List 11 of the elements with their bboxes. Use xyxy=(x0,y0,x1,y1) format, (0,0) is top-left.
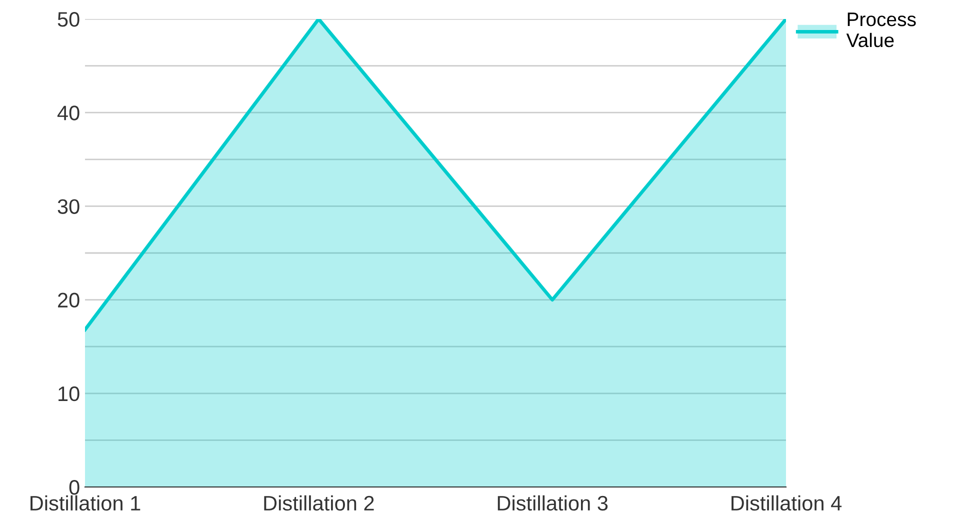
x-tick-label: Distillation 3 xyxy=(498,495,608,511)
x-tick-label: Distillation 1 xyxy=(30,495,140,511)
x-tick-label: Distillation 4 xyxy=(732,495,842,511)
y-tick-label: 30 xyxy=(58,199,80,214)
x-tick-label: Distillation 2 xyxy=(264,495,374,511)
legend-label: Process Value xyxy=(846,12,916,48)
y-tick-label: 50 xyxy=(58,12,80,27)
y-tick-label: 0 xyxy=(69,480,80,495)
y-tick-label: 10 xyxy=(58,386,80,402)
y-tick-label: 20 xyxy=(58,292,80,308)
y-tick-label: 40 xyxy=(57,106,80,120)
